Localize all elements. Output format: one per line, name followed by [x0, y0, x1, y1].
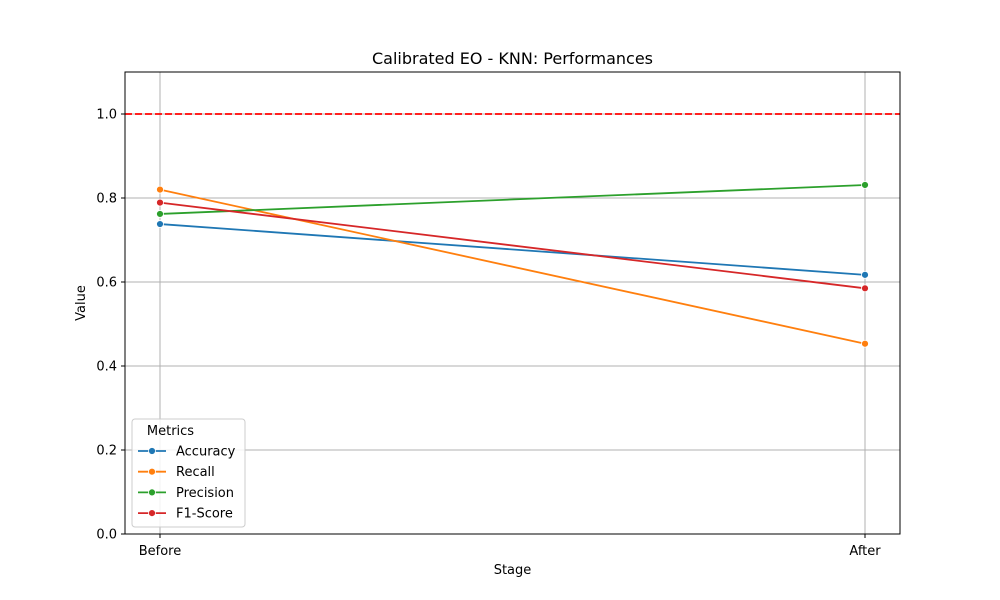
x-axis-label: Stage [494, 563, 532, 578]
legend-box [131, 418, 246, 528]
y-tick-label: 1.0 [96, 108, 117, 123]
data-point [861, 181, 869, 189]
data-point [156, 198, 164, 207]
y-axis-ticks: 0.0 0.2 0.4 0.6 0.8 1.0 [96, 108, 125, 543]
y-axis-label: Value [74, 285, 89, 321]
y-tick-label: 0.6 [96, 276, 117, 291]
legend-title: Metrics [147, 424, 194, 439]
series-line [159, 223, 866, 276]
y-tick-label: 0.8 [96, 192, 117, 207]
x-axis-ticks: Before After [139, 534, 881, 559]
legend-entry-label: F1-Score [176, 507, 233, 522]
legend-entry-label: Accuracy [176, 445, 236, 460]
data-point [861, 284, 869, 293]
data-point [156, 185, 164, 194]
y-tick-label: 0.4 [96, 360, 117, 375]
legend-entry-label: Precision [176, 486, 234, 501]
legend-swatch-marker [148, 488, 156, 497]
data-point [156, 210, 164, 218]
series-group [156, 181, 869, 348]
series-line [159, 201, 866, 290]
legend-swatch-marker [148, 447, 156, 455]
x-tick-label: After [849, 544, 881, 559]
legend-swatch-marker [148, 467, 156, 476]
data-point [156, 220, 164, 228]
y-tick-label: 0.0 [96, 528, 117, 543]
legend-swatch-marker [148, 509, 156, 517]
plot-frame [124, 71, 901, 535]
data-point [861, 339, 869, 348]
x-tick-label: Before [139, 544, 182, 559]
y-tick-label: 0.2 [96, 444, 117, 459]
legend-entry-label: Recall [176, 465, 215, 480]
data-point [861, 270, 869, 279]
legend: Metrics Accuracy Recall Precision F1-Score [131, 418, 246, 528]
chart-title: Calibrated EO - KNN: Performances [372, 49, 653, 68]
series-line [159, 188, 866, 345]
series-line [159, 184, 866, 215]
